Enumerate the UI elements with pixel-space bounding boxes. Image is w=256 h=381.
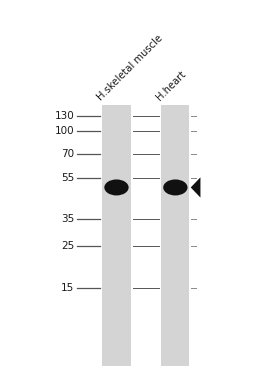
Text: 130: 130	[55, 111, 74, 121]
Bar	[102, 105, 131, 366]
Text: 15: 15	[61, 283, 74, 293]
Text: 100: 100	[55, 126, 74, 136]
Text: H.skeletal muscle: H.skeletal muscle	[95, 34, 165, 103]
Polygon shape	[191, 177, 200, 198]
Ellipse shape	[163, 179, 187, 195]
Text: 25: 25	[61, 241, 74, 251]
Text: 70: 70	[61, 149, 74, 159]
Bar	[161, 105, 189, 366]
Ellipse shape	[104, 179, 129, 195]
Text: H.heart: H.heart	[154, 69, 188, 103]
Text: 55: 55	[61, 173, 74, 183]
Text: 35: 35	[61, 214, 74, 224]
